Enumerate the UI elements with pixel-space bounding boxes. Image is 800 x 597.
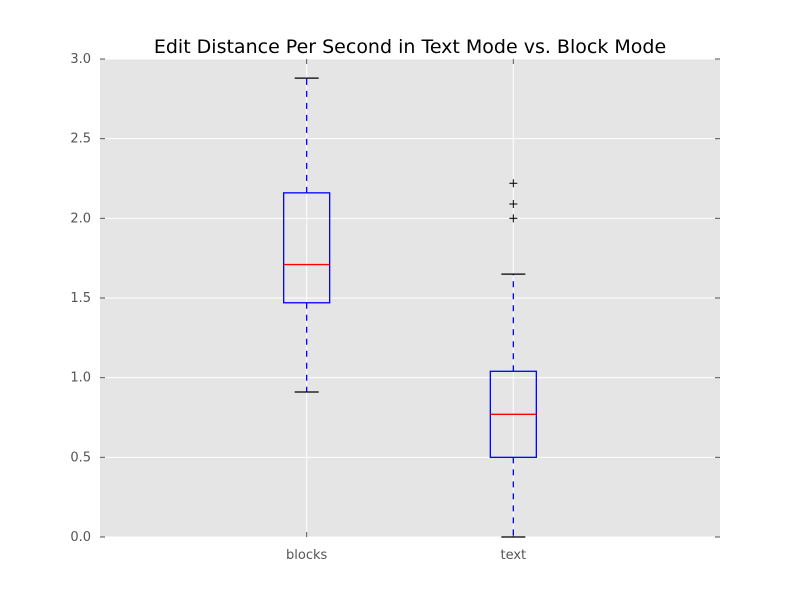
- y-tick-label: 3.0: [70, 52, 91, 67]
- axes: 0.0 0.5 1.0 1.5 2.0 2.5 3.0 blocks text: [70, 52, 720, 563]
- boxes: [283, 77, 537, 538]
- outlier-point: [509, 179, 518, 188]
- box-blocks: [283, 77, 331, 393]
- box-text: [489, 179, 537, 538]
- grid-lines: [100, 58, 720, 538]
- y-tick-label: 1.0: [70, 371, 91, 386]
- x-tick-label: blocks: [286, 548, 327, 563]
- y-tick-label: 2.0: [70, 211, 91, 226]
- chart-title: Edit Distance Per Second in Text Mode vs…: [154, 36, 666, 58]
- outlier-point: [509, 199, 518, 208]
- y-tick-label: 1.5: [70, 291, 91, 306]
- y-tick-label: 0.5: [70, 450, 91, 465]
- x-tick-label: text: [500, 548, 526, 563]
- y-tick-label: 0.0: [70, 530, 91, 545]
- y-tick-label: 2.5: [70, 132, 91, 147]
- iqr-box: [283, 192, 331, 304]
- outlier-point: [509, 214, 518, 223]
